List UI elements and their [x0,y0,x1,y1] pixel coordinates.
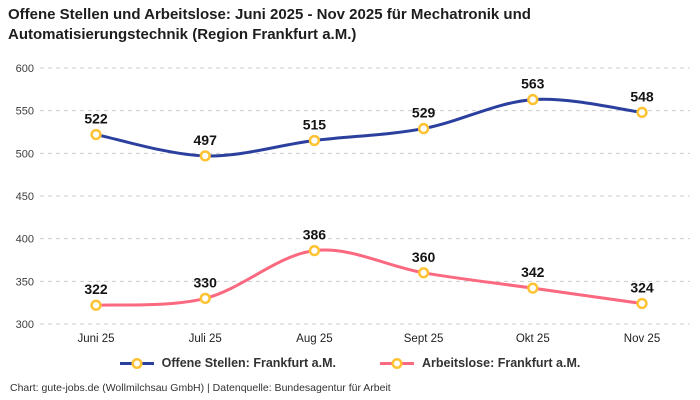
line-chart: 300 350 400 450 500 550 600 Juni 25 Juli 25 Aug 2… [16,63,690,345]
svg-text:350: 350 [16,276,34,288]
svg-text:450: 450 [16,191,34,203]
svg-text:300: 300 [16,319,34,331]
svg-text:548: 548 [630,88,654,104]
svg-text:Juli 25: Juli 25 [189,333,222,345]
legend-label-offene-stellen: Offene Stellen: Frankfurt a.M. [161,356,336,370]
chart-legend: Offene Stellen: Frankfurt a.M. Arbeitslo… [0,356,700,370]
svg-text:Juni 25: Juni 25 [77,333,114,345]
svg-text:Aug 25: Aug 25 [296,333,332,345]
svg-text:522: 522 [84,111,108,127]
svg-text:Nov 25: Nov 25 [624,333,660,345]
svg-text:550: 550 [16,106,34,118]
svg-text:360: 360 [412,249,436,265]
svg-text:342: 342 [521,264,545,280]
svg-text:529: 529 [412,105,436,121]
legend-label-arbeitslose: Arbeitslose: Frankfurt a.M. [421,356,581,370]
chart-title: Offene Stellen und Arbeitslose: Juni 202… [8,6,531,44]
svg-text:563: 563 [521,76,545,92]
legend-item-arbeitslose[interactable]: Arbeitslose: Frankfurt a.M. [379,356,581,370]
legend-item-offene-stellen[interactable]: Offene Stellen: Frankfurt a.M. [119,356,336,370]
svg-text:600: 600 [16,63,34,75]
attribution-text: Chart: gute-jobs.de (Wollmilchsau GmbH) … [10,382,391,394]
svg-text:Sept 25: Sept 25 [404,333,444,345]
svg-text:Okt 25: Okt 25 [516,333,550,345]
svg-text:324: 324 [630,280,654,296]
svg-text:497: 497 [194,132,218,148]
svg-text:322: 322 [84,281,108,297]
svg-text:386: 386 [303,227,327,243]
svg-text:500: 500 [16,148,34,160]
svg-text:400: 400 [16,234,34,246]
legend-line-marker-icon [119,357,154,369]
svg-text:330: 330 [194,274,218,290]
svg-text:515: 515 [303,117,327,133]
legend-line-marker-icon [379,357,414,369]
